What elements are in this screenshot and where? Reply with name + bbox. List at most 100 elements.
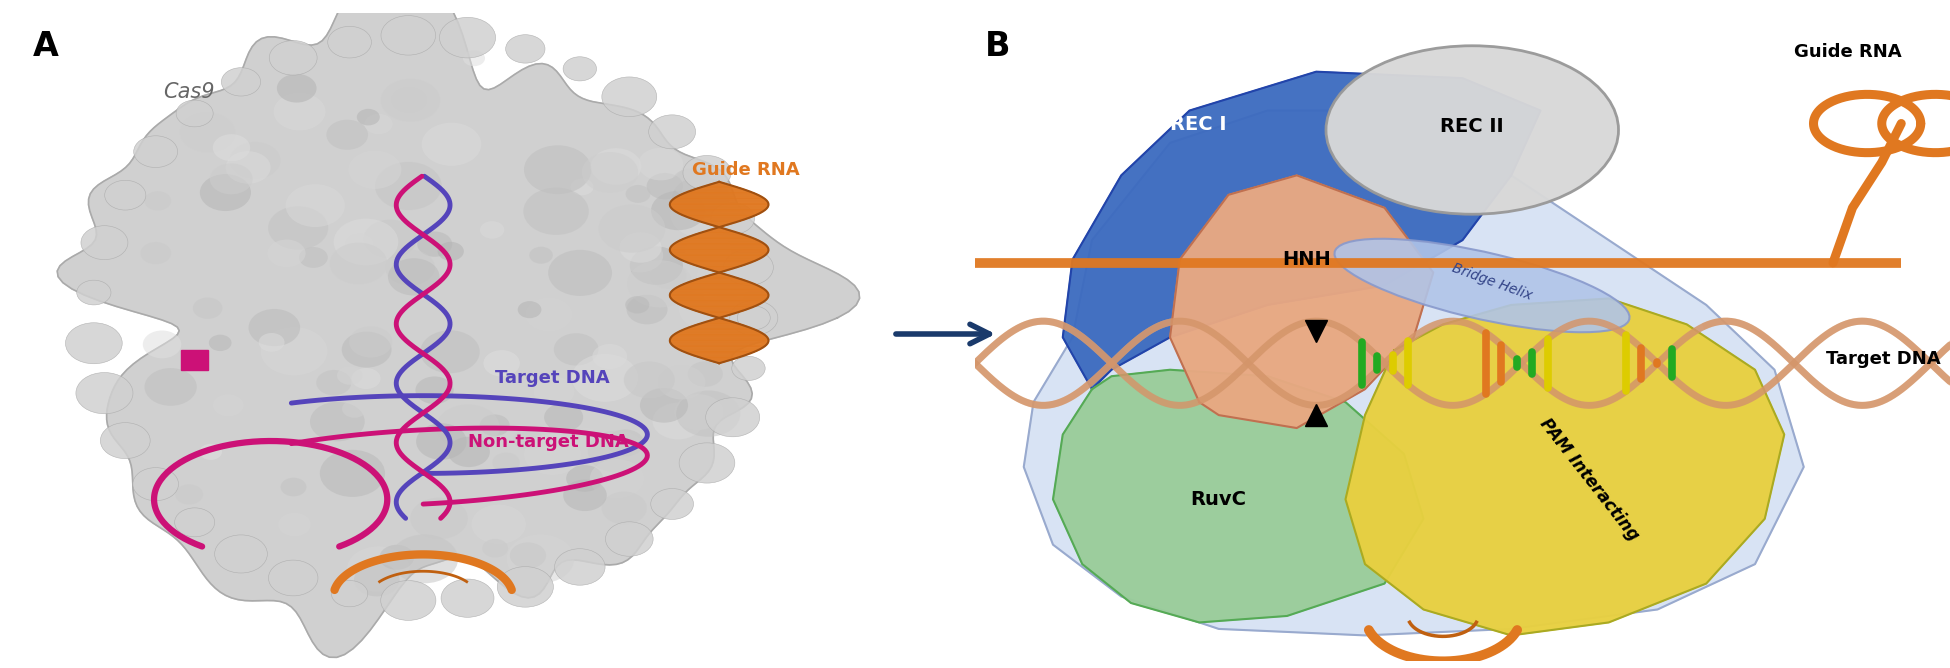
Circle shape [349,151,402,189]
Circle shape [554,333,599,365]
Circle shape [365,114,392,134]
Circle shape [390,534,458,583]
Circle shape [341,400,367,418]
Circle shape [647,173,682,199]
Circle shape [603,77,657,117]
Circle shape [679,443,735,483]
Circle shape [410,498,468,539]
Circle shape [497,566,554,607]
Circle shape [277,74,316,103]
Circle shape [651,263,686,289]
Circle shape [472,505,526,544]
Circle shape [548,250,612,296]
Circle shape [509,542,546,568]
Text: Non-target DNA: Non-target DNA [468,434,628,452]
Circle shape [653,403,704,440]
Circle shape [193,297,222,319]
Polygon shape [1053,369,1424,623]
Circle shape [285,184,345,227]
Circle shape [76,280,111,305]
Circle shape [439,17,495,58]
Circle shape [679,290,733,329]
Circle shape [392,87,427,113]
Circle shape [638,148,682,180]
Circle shape [230,142,281,179]
Circle shape [209,335,232,351]
Circle shape [363,220,417,259]
Circle shape [341,331,392,367]
Text: Guide RNA: Guide RNA [1794,43,1901,61]
Polygon shape [1024,110,1804,635]
Circle shape [682,156,731,190]
Circle shape [320,450,384,497]
Circle shape [606,430,644,456]
Text: Target DNA: Target DNA [1825,350,1940,368]
Circle shape [593,344,628,369]
Circle shape [688,361,723,387]
Circle shape [281,478,306,496]
Circle shape [626,295,667,325]
Circle shape [273,93,326,130]
Circle shape [176,484,203,504]
Circle shape [599,204,665,253]
Circle shape [211,164,254,194]
Circle shape [480,414,509,436]
Circle shape [135,136,177,168]
Circle shape [421,123,482,166]
Circle shape [380,15,435,55]
Circle shape [620,232,661,263]
Circle shape [657,365,706,399]
Circle shape [298,247,328,268]
Circle shape [673,177,729,218]
Polygon shape [1170,175,1433,428]
Circle shape [213,394,244,416]
Circle shape [226,151,271,184]
Circle shape [76,373,133,413]
Circle shape [333,218,398,265]
Text: B: B [985,29,1010,63]
Circle shape [144,368,197,406]
Circle shape [380,580,437,621]
Text: A: A [33,29,58,63]
Text: Bridge Helix: Bridge Helix [1449,261,1535,303]
Circle shape [415,377,454,404]
Circle shape [176,508,214,537]
Circle shape [491,452,521,472]
Circle shape [248,309,300,346]
Circle shape [66,323,123,364]
Circle shape [330,242,388,285]
Text: RuvC: RuvC [1191,490,1246,509]
Circle shape [279,513,310,536]
Circle shape [704,278,745,308]
Circle shape [484,350,521,377]
Circle shape [677,391,741,437]
Circle shape [417,232,452,257]
Circle shape [441,579,493,617]
Circle shape [144,191,172,210]
Circle shape [528,246,554,264]
Circle shape [566,465,603,492]
Circle shape [544,403,583,432]
Circle shape [105,180,146,210]
Circle shape [133,468,179,501]
Circle shape [437,404,499,450]
Circle shape [640,388,688,423]
Circle shape [482,539,509,558]
Circle shape [82,226,129,260]
Circle shape [437,242,464,261]
Bar [181,350,209,369]
Circle shape [651,488,694,520]
Circle shape [267,206,328,250]
Circle shape [176,100,213,127]
Circle shape [357,109,380,126]
Circle shape [507,534,573,583]
Circle shape [380,545,413,570]
Circle shape [554,548,604,585]
Circle shape [731,356,764,381]
Circle shape [616,238,663,273]
Circle shape [351,368,380,389]
Circle shape [380,79,441,122]
Circle shape [384,250,435,286]
Circle shape [630,246,682,285]
Circle shape [604,522,653,556]
